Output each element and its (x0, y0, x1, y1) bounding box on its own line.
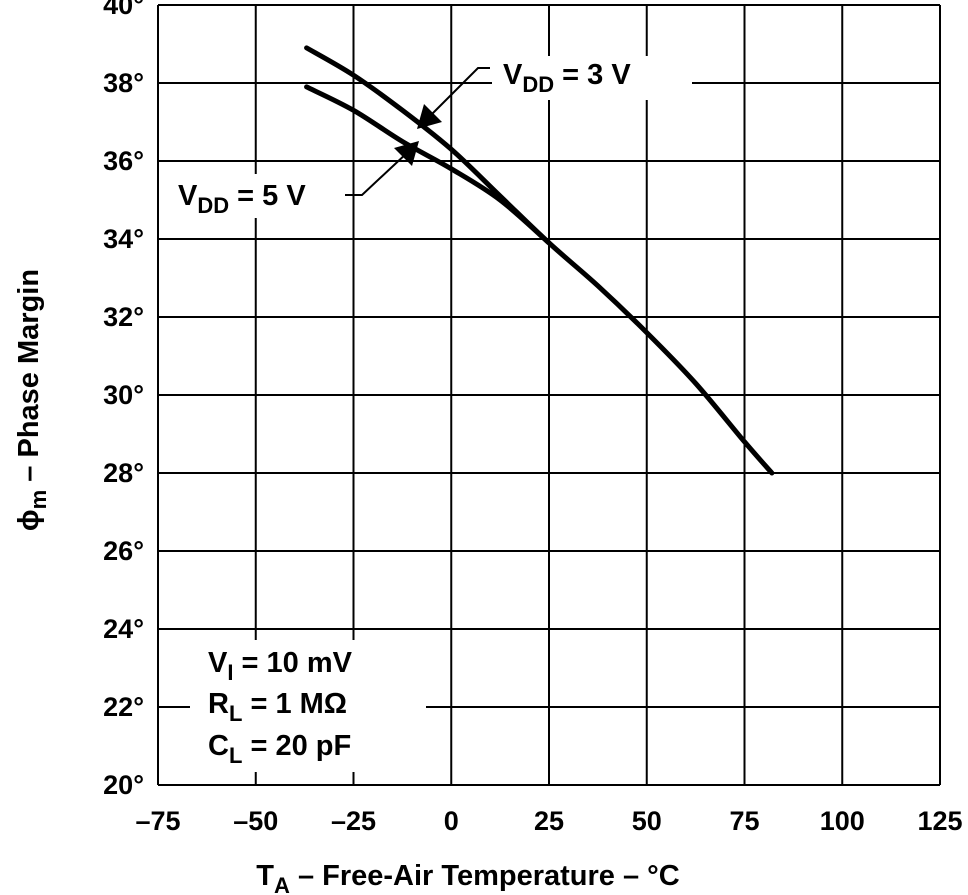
annotation-cl: CL = 20 pF (208, 730, 351, 768)
leader-line-vdd-5v (345, 151, 409, 196)
series-lines (304, 45, 775, 476)
y-axis-title: ϕm – Phase Margin (13, 269, 51, 531)
y-tick-label: 26° (103, 536, 144, 566)
x-axis-title: TA – Free-Air Temperature – °C (256, 860, 679, 895)
series-label-vdd-5v: VDD = 5 V (178, 180, 306, 218)
x-tick-label: 125 (917, 806, 962, 836)
x-tick-label: 25 (534, 806, 564, 836)
x-tick-label: –50 (233, 806, 278, 836)
x-tick-label: –25 (331, 806, 376, 836)
y-tick-label: 20° (103, 770, 144, 800)
tick-labels: –75 –50 –25 0 25 50 75 100 125 20° 22° 24° 26° 28° 30°… (103, 0, 962, 836)
y-tick-label: 30° (103, 380, 144, 410)
leader-line-vdd-3v (427, 67, 490, 119)
conditions-annotation: VI = 10 mV RL = 1 MΩ CL = 20 pF (208, 647, 353, 768)
x-tick-label: 50 (632, 806, 662, 836)
y-tick-label: 22° (103, 692, 144, 722)
y-tick-label: 24° (103, 614, 144, 644)
series-label-vdd-3v: VDD = 3 V (503, 59, 631, 97)
y-tick-label: 38° (103, 68, 144, 98)
arrowhead-vdd-5v (394, 141, 419, 166)
x-tick-label: 100 (820, 806, 865, 836)
series-label-leaders (345, 67, 490, 196)
y-tick-label: 36° (103, 146, 144, 176)
y-tick-label: 34° (103, 224, 144, 254)
annotation-rl: RL = 1 MΩ (208, 688, 347, 726)
annotation-vi: VI = 10 mV (208, 647, 353, 685)
y-tick-label: 28° (103, 458, 144, 488)
y-tick-label: 40° (103, 0, 144, 20)
series-line-vdd-5v (304, 84, 552, 246)
x-tick-label: –75 (135, 806, 180, 836)
arrowhead-vdd-3v (417, 104, 442, 129)
series-line-vdd-3v (304, 45, 775, 476)
y-tick-label: 32° (103, 302, 144, 332)
x-tick-label: 75 (729, 806, 759, 836)
x-tick-label: 0 (444, 806, 459, 836)
